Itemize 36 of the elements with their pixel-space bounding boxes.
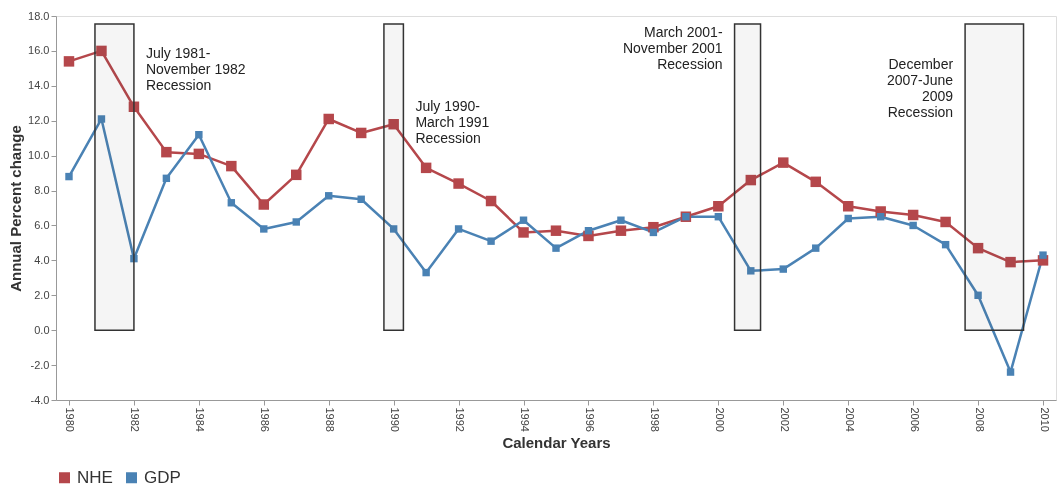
x-tick-label: 2000 [713,407,726,432]
y-tick-label: 2.0 [34,288,50,301]
x-tick-label: 1984 [194,407,207,432]
x-tick-label: 1990 [389,407,402,432]
y-tick-label: 4.0 [34,253,50,266]
x-tick-label: 2004 [843,407,856,432]
y-tick-label: 16.0 [28,44,50,57]
x-axis-title: Calendar Years [502,433,611,451]
y-tick-label: 14.0 [28,79,50,92]
x-tick-label: 1988 [324,407,337,432]
y-axis-title: Annual Percent change [7,125,25,292]
x-tick-label: 1982 [129,407,142,432]
band-label: March 2001- November 2001 Recession [622,24,723,73]
legend-label: NHE [77,467,113,487]
x-tick-label: 1996 [583,407,596,432]
x-tick-label: 2008 [973,407,986,432]
x-tick-label: 1998 [648,407,661,432]
y-tick-label: 12.0 [28,114,50,127]
band-label: December 2007-June 2009 Recession [886,55,954,120]
band-label: July 1981- November 1982 Recession [145,45,246,94]
y-tick-label: 18.0 [28,9,50,22]
x-tick-label: 2010 [1038,407,1051,432]
x-tick-label: 1986 [259,407,272,432]
y-tick-label: 10.0 [28,149,50,162]
band-label: July 1990- March 1991 Recession [415,97,490,146]
legend-label: GDP [144,467,181,487]
y-tick-label: -4.0 [30,393,50,406]
y-tick-label: 0.0 [34,323,50,336]
x-tick-label: 2002 [778,407,791,432]
y-tick-label: -2.0 [30,358,50,371]
x-tick-label: 1992 [454,407,467,432]
y-tick-label: 6.0 [34,218,50,231]
y-tick-label: 8.0 [34,184,50,197]
x-tick-label: 2006 [908,407,921,432]
x-tick-label: 1980 [64,407,77,432]
x-tick-label: 1994 [519,407,532,432]
